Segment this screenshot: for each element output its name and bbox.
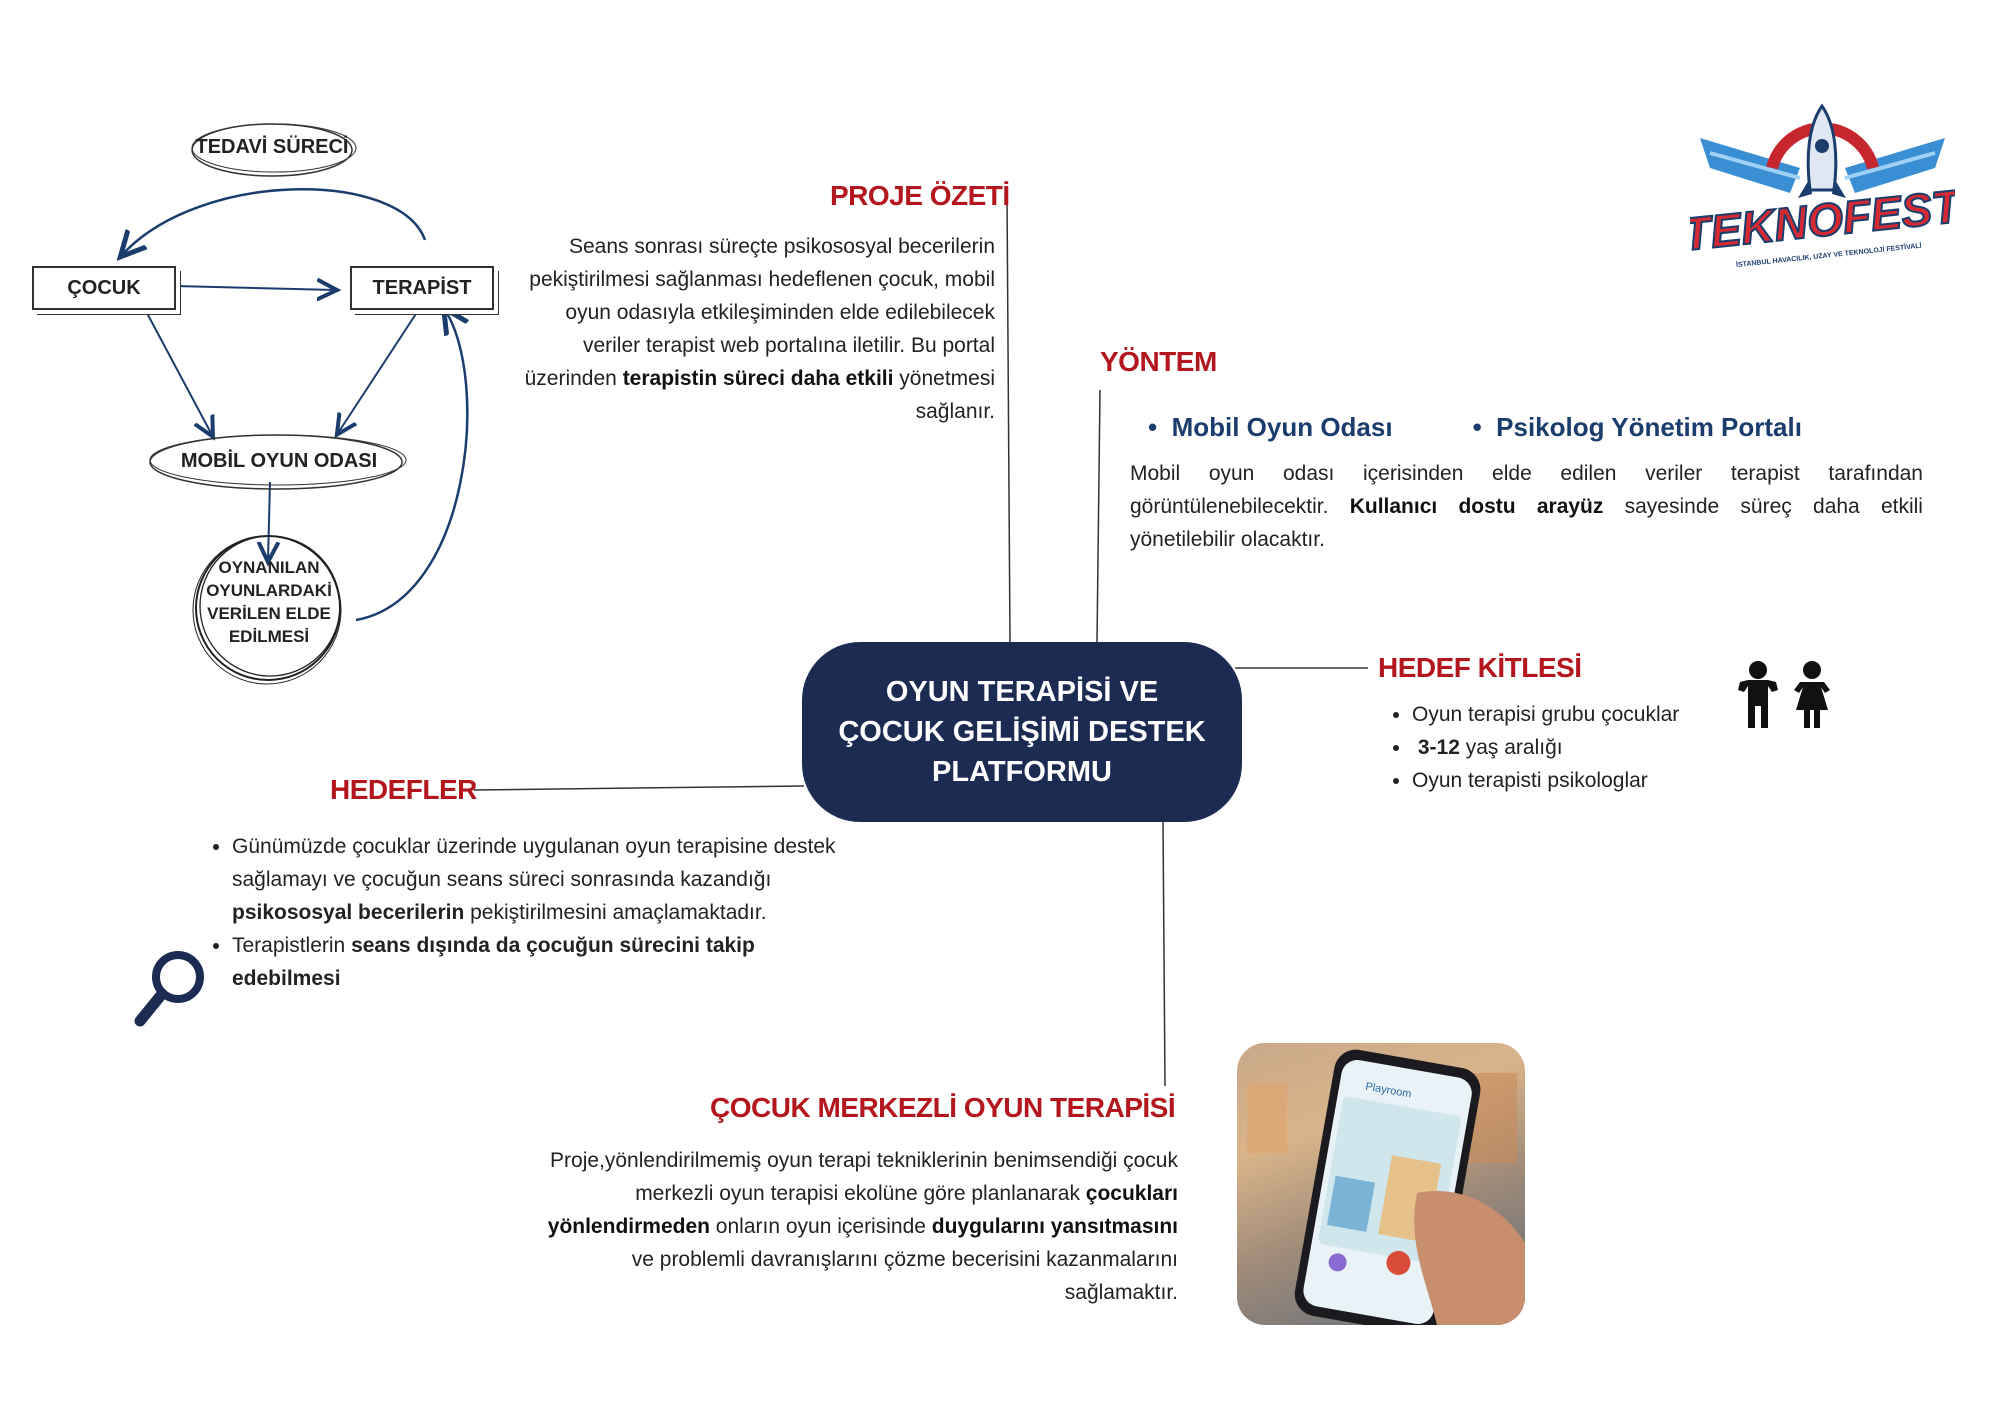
hedef-kitlesi-heading: HEDEF KİTLESİ bbox=[1378, 652, 1582, 683]
yontem-text-b: sayesinde süreç daha etkili yönetilebili… bbox=[1130, 495, 1923, 551]
proje-ozeti-text-bold: terapistin süreci daha etkili bbox=[622, 367, 894, 390]
hedef-kitlesi-list: Oyun terapisi grubu çocuklar 3-12 yaş ar… bbox=[1388, 698, 1728, 797]
yontem-text-a: Mobil oyun odası içerisinden elde edilen… bbox=[1130, 462, 1923, 518]
yontem-text-bold: Kullanıcı dostu arayüz bbox=[1349, 495, 1604, 518]
cocuk-merkezli-text: Proje,yönlendirilmemiş oyun terapi tekni… bbox=[547, 1149, 1178, 1304]
flow-diagram-arrows bbox=[0, 123, 520, 685]
children-icon bbox=[1738, 661, 1830, 728]
hedef-kitlesi-item-1: Oyun terapisi grubu çocuklar bbox=[1412, 698, 1728, 731]
flow-node-terapist: TERAPİST bbox=[350, 266, 494, 310]
yontem-bullet-list: • Mobil Oyun Odası • Psikolog Yönetim Por… bbox=[1148, 412, 1882, 443]
yontem-bullet-mobil: • Mobil Oyun Odası bbox=[1148, 412, 1393, 442]
teknofest-logo: TEKNOFEST İSTANBUL HAVACILIK, UZAY VE TE… bbox=[1679, 98, 1967, 273]
teknofest-logo-graphic: TEKNOFEST İSTANBUL HAVACILIK, UZAY VE TE… bbox=[1679, 103, 1967, 269]
yontem-heading: YÖNTEM bbox=[1100, 346, 1217, 377]
phone-app-image: Playroom bbox=[1237, 1043, 1525, 1325]
flow-node-tedavi: TEDAVİ SÜRECİ bbox=[195, 136, 349, 158]
cocuk-merkezli-heading: ÇOCUK MERKEZLİ OYUN TERAPİSİ bbox=[710, 1092, 1176, 1123]
flow-node-oynanilan: OYNANILAN OYUNLARDAKİ VERİLEN ELDE EDİLM… bbox=[206, 558, 332, 646]
hedefler-list: Günümüzde çocuklar üzerinde uygulanan oy… bbox=[208, 830, 840, 995]
hedefler-item-2: Terapistlerin seans dışında da çocuğun s… bbox=[232, 929, 840, 995]
proje-ozeti-text-b: yönetmesi sağlanır. bbox=[893, 367, 995, 423]
yontem-text: Mobil oyun odası içerisinden elde edilen… bbox=[1130, 457, 1923, 556]
flow-node-mobil: MOBİL OYUN ODASI bbox=[180, 450, 378, 472]
magnifier-icon bbox=[134, 951, 204, 1027]
proje-ozeti-text-a: Seans sonrası süreçte psikososyal beceri… bbox=[524, 235, 995, 390]
hedefler-heading: HEDEFLER bbox=[330, 774, 477, 805]
hedef-kitlesi-item-2: 3-12 yaş aralığı bbox=[1412, 731, 1728, 764]
yontem-bullet-portal: • Psikolog Yönetim Portalı bbox=[1472, 412, 1802, 442]
flow-node-cocuk: ÇOCUK bbox=[32, 266, 176, 310]
proje-ozeti-heading: PROJE ÖZETİ bbox=[830, 180, 1010, 211]
phone-illustration: Playroom bbox=[1247, 1049, 1525, 1325]
hedef-kitlesi-item-3: Oyun terapisti psikologlar bbox=[1412, 764, 1728, 797]
center-title: OYUN TERAPİSİ VE ÇOCUK GELİŞİMİ DESTEK P… bbox=[838, 676, 1206, 788]
proje-ozeti-text: Seans sonrası süreçte psikososyal beceri… bbox=[505, 230, 995, 428]
hedefler-item-1: Günümüzde çocuklar üzerinde uygulanan oy… bbox=[232, 830, 840, 929]
center-node: OYUN TERAPİSİ VE ÇOCUK GELİŞİMİ DESTEK P… bbox=[802, 642, 1242, 822]
